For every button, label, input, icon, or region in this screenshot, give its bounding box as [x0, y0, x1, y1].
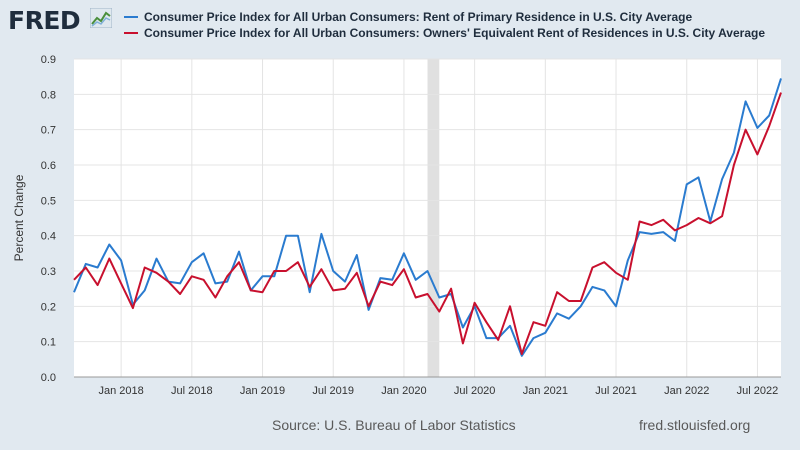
y-tick-label: 0.2 — [41, 301, 56, 313]
x-tick-label: Jul 2021 — [595, 385, 637, 397]
x-tick-label: Jul 2020 — [454, 385, 496, 397]
legend-swatch-oer — [124, 32, 138, 34]
y-axis-title: Percent Change — [12, 174, 26, 261]
legend-label-oer: Consumer Price Index for All Urban Consu… — [144, 26, 766, 40]
y-tick-label: 0.4 — [41, 231, 56, 243]
x-tick-label: Jul 2018 — [171, 385, 213, 397]
source-note: Source: U.S. Bureau of Labor Statistics — [272, 417, 516, 433]
y-tick-label: 0.5 — [41, 195, 56, 207]
x-tick-label: Jan 2018 — [99, 385, 144, 397]
x-tick-label: Jan 2022 — [664, 385, 709, 397]
legend-label-rent: Consumer Price Index for All Urban Consu… — [144, 10, 693, 24]
legend-item-oer[interactable]: Consumer Price Index for All Urban Consu… — [124, 25, 765, 41]
x-tick-label: Jul 2019 — [312, 385, 354, 397]
legend-swatch-rent — [124, 16, 138, 18]
line-chart-icon — [90, 8, 112, 28]
x-tick-label: Jan 2019 — [240, 385, 285, 397]
series-line-oer — [73, 92, 782, 355]
recession-shading — [427, 59, 440, 377]
x-tick-label: Jan 2020 — [381, 385, 426, 397]
fred-url-link[interactable]: fred.stlouisfed.org — [639, 417, 751, 433]
series-line-rent — [73, 78, 782, 357]
fred-logo[interactable]: FRED — [8, 6, 81, 35]
y-tick-label: 0.3 — [41, 266, 56, 278]
legend-item-rent[interactable]: Consumer Price Index for All Urban Consu… — [124, 9, 765, 25]
chart-header: FRED Consumer Price Index for All Urban … — [0, 0, 800, 50]
x-tick-label: Jul 2022 — [737, 385, 779, 397]
y-tick-label: 0.0 — [41, 372, 56, 384]
y-tick-label: 0.7 — [41, 125, 56, 137]
x-tick-label: Jan 2021 — [523, 385, 568, 397]
chart-legend: Consumer Price Index for All Urban Consu… — [124, 9, 765, 41]
y-tick-label: 0.1 — [41, 337, 56, 349]
y-tick-label: 0.9 — [41, 54, 56, 66]
y-tick-label: 0.6 — [41, 160, 56, 172]
y-tick-label: 0.8 — [41, 89, 56, 101]
